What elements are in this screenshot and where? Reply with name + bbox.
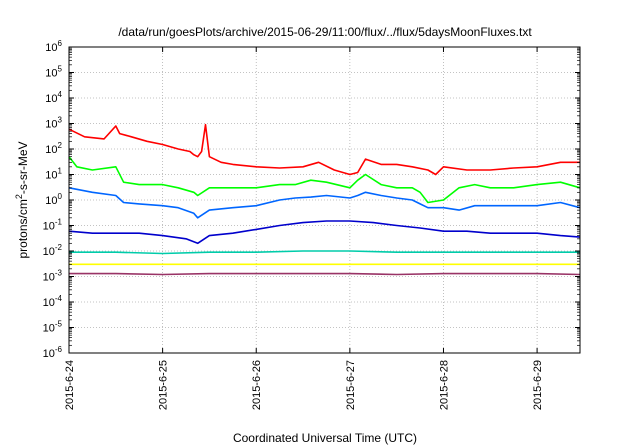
series-line (68, 220, 581, 245)
y-tick-exp: -4 (55, 294, 63, 303)
y-tick-label: 103 (45, 116, 62, 131)
y-tick-base: 10 (43, 348, 55, 360)
y-tick-exp: -5 (55, 320, 63, 329)
y-axis-label-sup: 2 (14, 194, 24, 199)
y-axis-ticks: 10-610-510-410-310-210-11001011021031041… (43, 39, 580, 360)
x-axis-label: Coordinated Universal Time (UTC) (233, 431, 417, 445)
y-tick-label: 102 (45, 141, 62, 156)
y-tick-base: 10 (43, 246, 55, 258)
y-tick-label: 106 (45, 39, 62, 54)
y-tick-exp: 5 (58, 65, 63, 74)
y-tick-label: 105 (45, 65, 62, 80)
series-line (68, 187, 581, 219)
y-tick-base: 10 (43, 272, 55, 284)
y-tick-exp: 4 (58, 90, 63, 99)
y-tick-label: 101 (45, 167, 62, 182)
x-tick-label: 2015-6-28 (438, 360, 450, 410)
y-axis-label: protons/cm2-s-sr-MeV (14, 141, 30, 258)
series-line (69, 272, 581, 276)
y-tick-base: 10 (43, 297, 55, 309)
y-tick-label: 10-5 (43, 320, 63, 335)
series-line (68, 156, 581, 204)
x-axis-ticks: 2015-6-24 2015-6-25 2015-6-26 2015-6-27 2015… (64, 47, 544, 410)
y-tick-exp: -2 (55, 243, 63, 252)
y-tick-label: 10-3 (43, 269, 63, 284)
y-tick-base: 10 (45, 170, 57, 182)
y-tick-label: 100 (45, 192, 62, 207)
chart-title: /data/run/goesPlots/archive/2015-06-29/1… (118, 25, 532, 39)
x-tick-label: 2015-6-25 (158, 360, 170, 410)
y-axis-label-rest: -s-sr-MeV (16, 141, 30, 194)
y-tick-exp: 3 (58, 116, 63, 125)
y-tick-label: 10-4 (43, 294, 63, 309)
y-tick-base: 10 (45, 144, 57, 156)
grid-lines (69, 47, 580, 353)
y-tick-exp: 6 (58, 39, 63, 48)
y-tick-base: 10 (45, 93, 57, 105)
y-tick-label: 104 (45, 90, 62, 105)
x-tick-label: 2015-6-26 (251, 360, 263, 410)
y-tick-base: 10 (45, 68, 57, 80)
y-tick-base: 10 (45, 119, 57, 131)
y-tick-base: 10 (43, 221, 55, 233)
y-axis-label-base: protons/cm (16, 199, 30, 258)
y-tick-base: 10 (43, 323, 55, 335)
y-tick-base: 10 (45, 42, 57, 54)
series-lines (68, 123, 581, 276)
y-tick-exp: -1 (55, 218, 63, 227)
y-tick-base: 10 (45, 195, 57, 207)
series-line (68, 123, 580, 176)
y-tick-exp: 1 (58, 167, 63, 176)
y-tick-label: 10-2 (43, 243, 63, 258)
y-tick-label: 10-6 (43, 345, 63, 360)
y-tick-label: 10-1 (43, 218, 63, 233)
y-tick-exp: -3 (55, 269, 63, 278)
y-tick-exp: -6 (55, 345, 63, 354)
y-tick-exp: 0 (58, 192, 63, 201)
x-tick-label: 2015-6-24 (64, 360, 76, 410)
x-tick-label: 2015-6-27 (345, 360, 357, 410)
x-tick-label: 2015-6-29 (532, 360, 544, 410)
y-tick-exp: 2 (58, 141, 63, 150)
series-line (69, 250, 580, 255)
